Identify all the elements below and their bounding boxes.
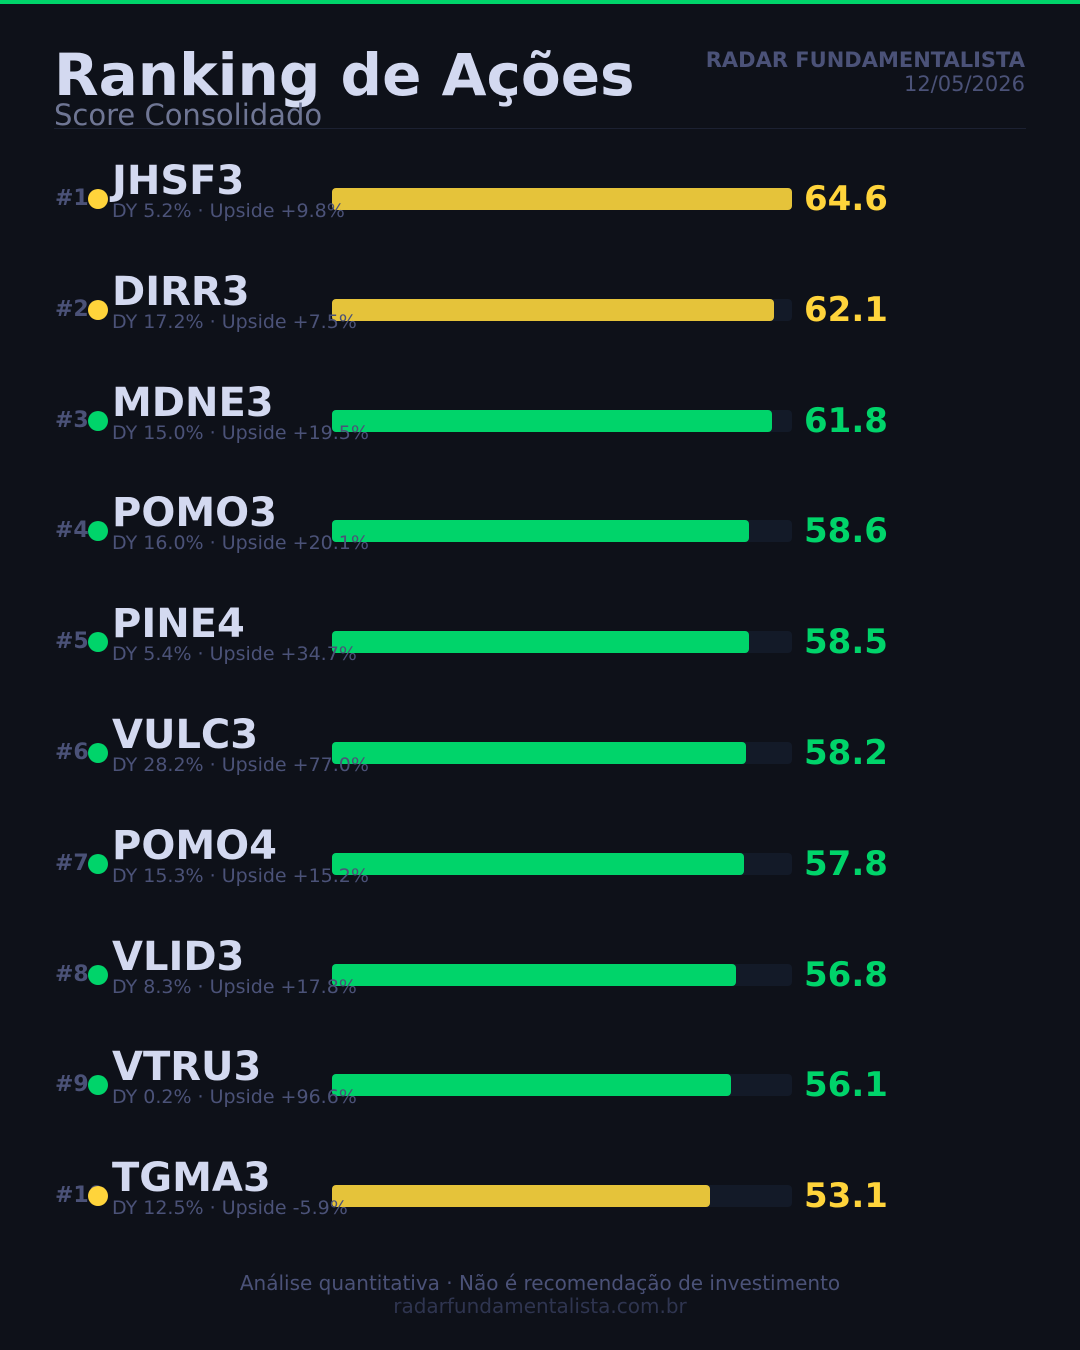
status-dot-icon — [88, 189, 108, 209]
status-dot-icon — [88, 964, 108, 985]
rank-label: #3 — [55, 407, 89, 433]
status-dot-icon — [88, 1075, 108, 1096]
score-bar-track — [332, 188, 792, 210]
dividend-upside-label: DY 8.3% · Upside +17.8% — [112, 975, 357, 998]
ticker-label: POMO3 — [112, 490, 277, 537]
score-value: 56.1 — [804, 1065, 888, 1106]
ranking-row: #4 POMO3 DY 16.0% · Upside +20.1% 58.6 — [0, 481, 1080, 581]
dividend-upside-label: DY 5.4% · Upside +34.7% — [112, 643, 357, 666]
rank-label: #7 — [55, 850, 89, 876]
header-divider — [54, 128, 1026, 129]
ticker-label: JHSF3 — [112, 158, 245, 204]
score-bar-track — [332, 1074, 792, 1097]
footer-disclaimer: Análise quantitativa · Não é recomendaçã… — [239, 1271, 841, 1295]
brand-name: RADAR FUNDAMENTALISTA — [705, 48, 1025, 72]
ranking-row: #10 TGMA3 DY 12.5% · Upside -5.9% 53.1 — [0, 1146, 1080, 1246]
status-dot-icon — [88, 853, 108, 874]
score-bar-track — [332, 298, 792, 321]
ticker-label: VLID3 — [112, 933, 245, 980]
score-bar — [332, 1185, 711, 1208]
ticker-label: POMO4 — [112, 822, 277, 869]
ticker-label: VULC3 — [112, 712, 259, 758]
ranking-row: #1 JHSF3 DY 5.2% · Upside +9.8% 64.6 — [0, 149, 1080, 249]
score-bar — [332, 631, 749, 654]
rank-label: #1 — [55, 186, 89, 211]
rank-label: #8 — [55, 961, 89, 987]
rank-label: #6 — [55, 740, 89, 765]
score-bar-track — [332, 852, 792, 875]
score-bar — [332, 298, 775, 321]
rank-label: #9 — [55, 1072, 89, 1098]
dividend-upside-label: DY 0.2% · Upside +96.6% — [112, 1086, 357, 1109]
status-dot-icon — [88, 299, 108, 320]
dividend-upside-label: DY 15.3% · Upside +15.2% — [112, 864, 369, 887]
score-value: 58.6 — [804, 511, 888, 552]
score-value: 64.6 — [804, 179, 888, 219]
score-bar — [332, 742, 747, 764]
dividend-upside-label: DY 16.0% · Upside +20.1% — [112, 532, 369, 555]
score-bar-track — [332, 963, 792, 986]
score-bar-track — [332, 631, 792, 654]
score-bar — [332, 1074, 732, 1097]
score-value: 57.8 — [804, 843, 888, 884]
ranking-row: #8 VLID3 DY 8.3% · Upside +17.8% 56.8 — [0, 925, 1080, 1025]
ranking-row: #2 DIRR3 DY 17.2% · Upside +7.5% 62.1 — [0, 260, 1080, 360]
ticker-label: PINE4 — [112, 601, 245, 648]
ranking-row: #5 PINE4 DY 5.4% · Upside +34.7% 58.5 — [0, 592, 1080, 692]
score-value: 58.5 — [804, 622, 888, 663]
status-dot-icon — [88, 521, 108, 542]
report-date: 12/05/2026 — [903, 72, 1025, 96]
rank-label: #5 — [55, 629, 89, 655]
status-dot-icon — [88, 743, 108, 763]
score-value: 56.8 — [804, 954, 888, 995]
footer-url: radarfundamentalista.com.br — [393, 1294, 687, 1318]
dividend-upside-label: DY 12.5% · Upside -5.9% — [112, 1197, 348, 1220]
score-bar — [332, 188, 792, 210]
dividend-upside-label: DY 15.0% · Upside +19.5% — [112, 421, 369, 444]
score-bar — [332, 409, 773, 432]
ranking-row: #3 MDNE3 DY 15.0% · Upside +19.5% 61.8 — [0, 371, 1080, 471]
ticker-label: MDNE3 — [112, 379, 274, 426]
rank-label: #4 — [55, 518, 89, 544]
ticker-label: VTRU3 — [112, 1044, 262, 1091]
status-dot-icon — [88, 1186, 108, 1207]
ranking-row: #9 VTRU3 DY 0.2% · Upside +96.6% 56.1 — [0, 1035, 1080, 1135]
ranking-row: #6 VULC3 DY 28.2% · Upside +77.0% 58.2 — [0, 703, 1080, 803]
score-bar — [332, 963, 737, 986]
dividend-upside-label: DY 17.2% · Upside +7.5% — [112, 310, 357, 333]
dividend-upside-label: DY 5.2% · Upside +9.8% — [112, 200, 345, 222]
rank-label: #2 — [55, 296, 89, 322]
score-bar-track — [332, 1185, 792, 1208]
status-dot-icon — [88, 410, 108, 431]
score-bar-track — [332, 409, 792, 432]
status-dot-icon — [88, 632, 108, 653]
score-bar-track — [332, 520, 792, 543]
score-value: 61.8 — [804, 400, 888, 441]
score-bar-track — [332, 742, 792, 764]
score-bar — [332, 520, 750, 543]
score-bar — [332, 852, 744, 875]
page-subtitle: Score Consolidado — [54, 98, 323, 132]
score-value: 53.1 — [804, 1176, 888, 1217]
score-value: 62.1 — [804, 289, 888, 330]
ticker-label: TGMA3 — [112, 1155, 271, 1202]
top-accent-line — [0, 0, 1080, 4]
page-title: Ranking de Ações — [54, 41, 635, 109]
ranking-row: #7 POMO4 DY 15.3% · Upside +15.2% 57.8 — [0, 814, 1080, 914]
ticker-label: DIRR3 — [112, 268, 250, 315]
score-value: 58.2 — [804, 733, 888, 773]
dividend-upside-label: DY 28.2% · Upside +77.0% — [112, 754, 369, 776]
